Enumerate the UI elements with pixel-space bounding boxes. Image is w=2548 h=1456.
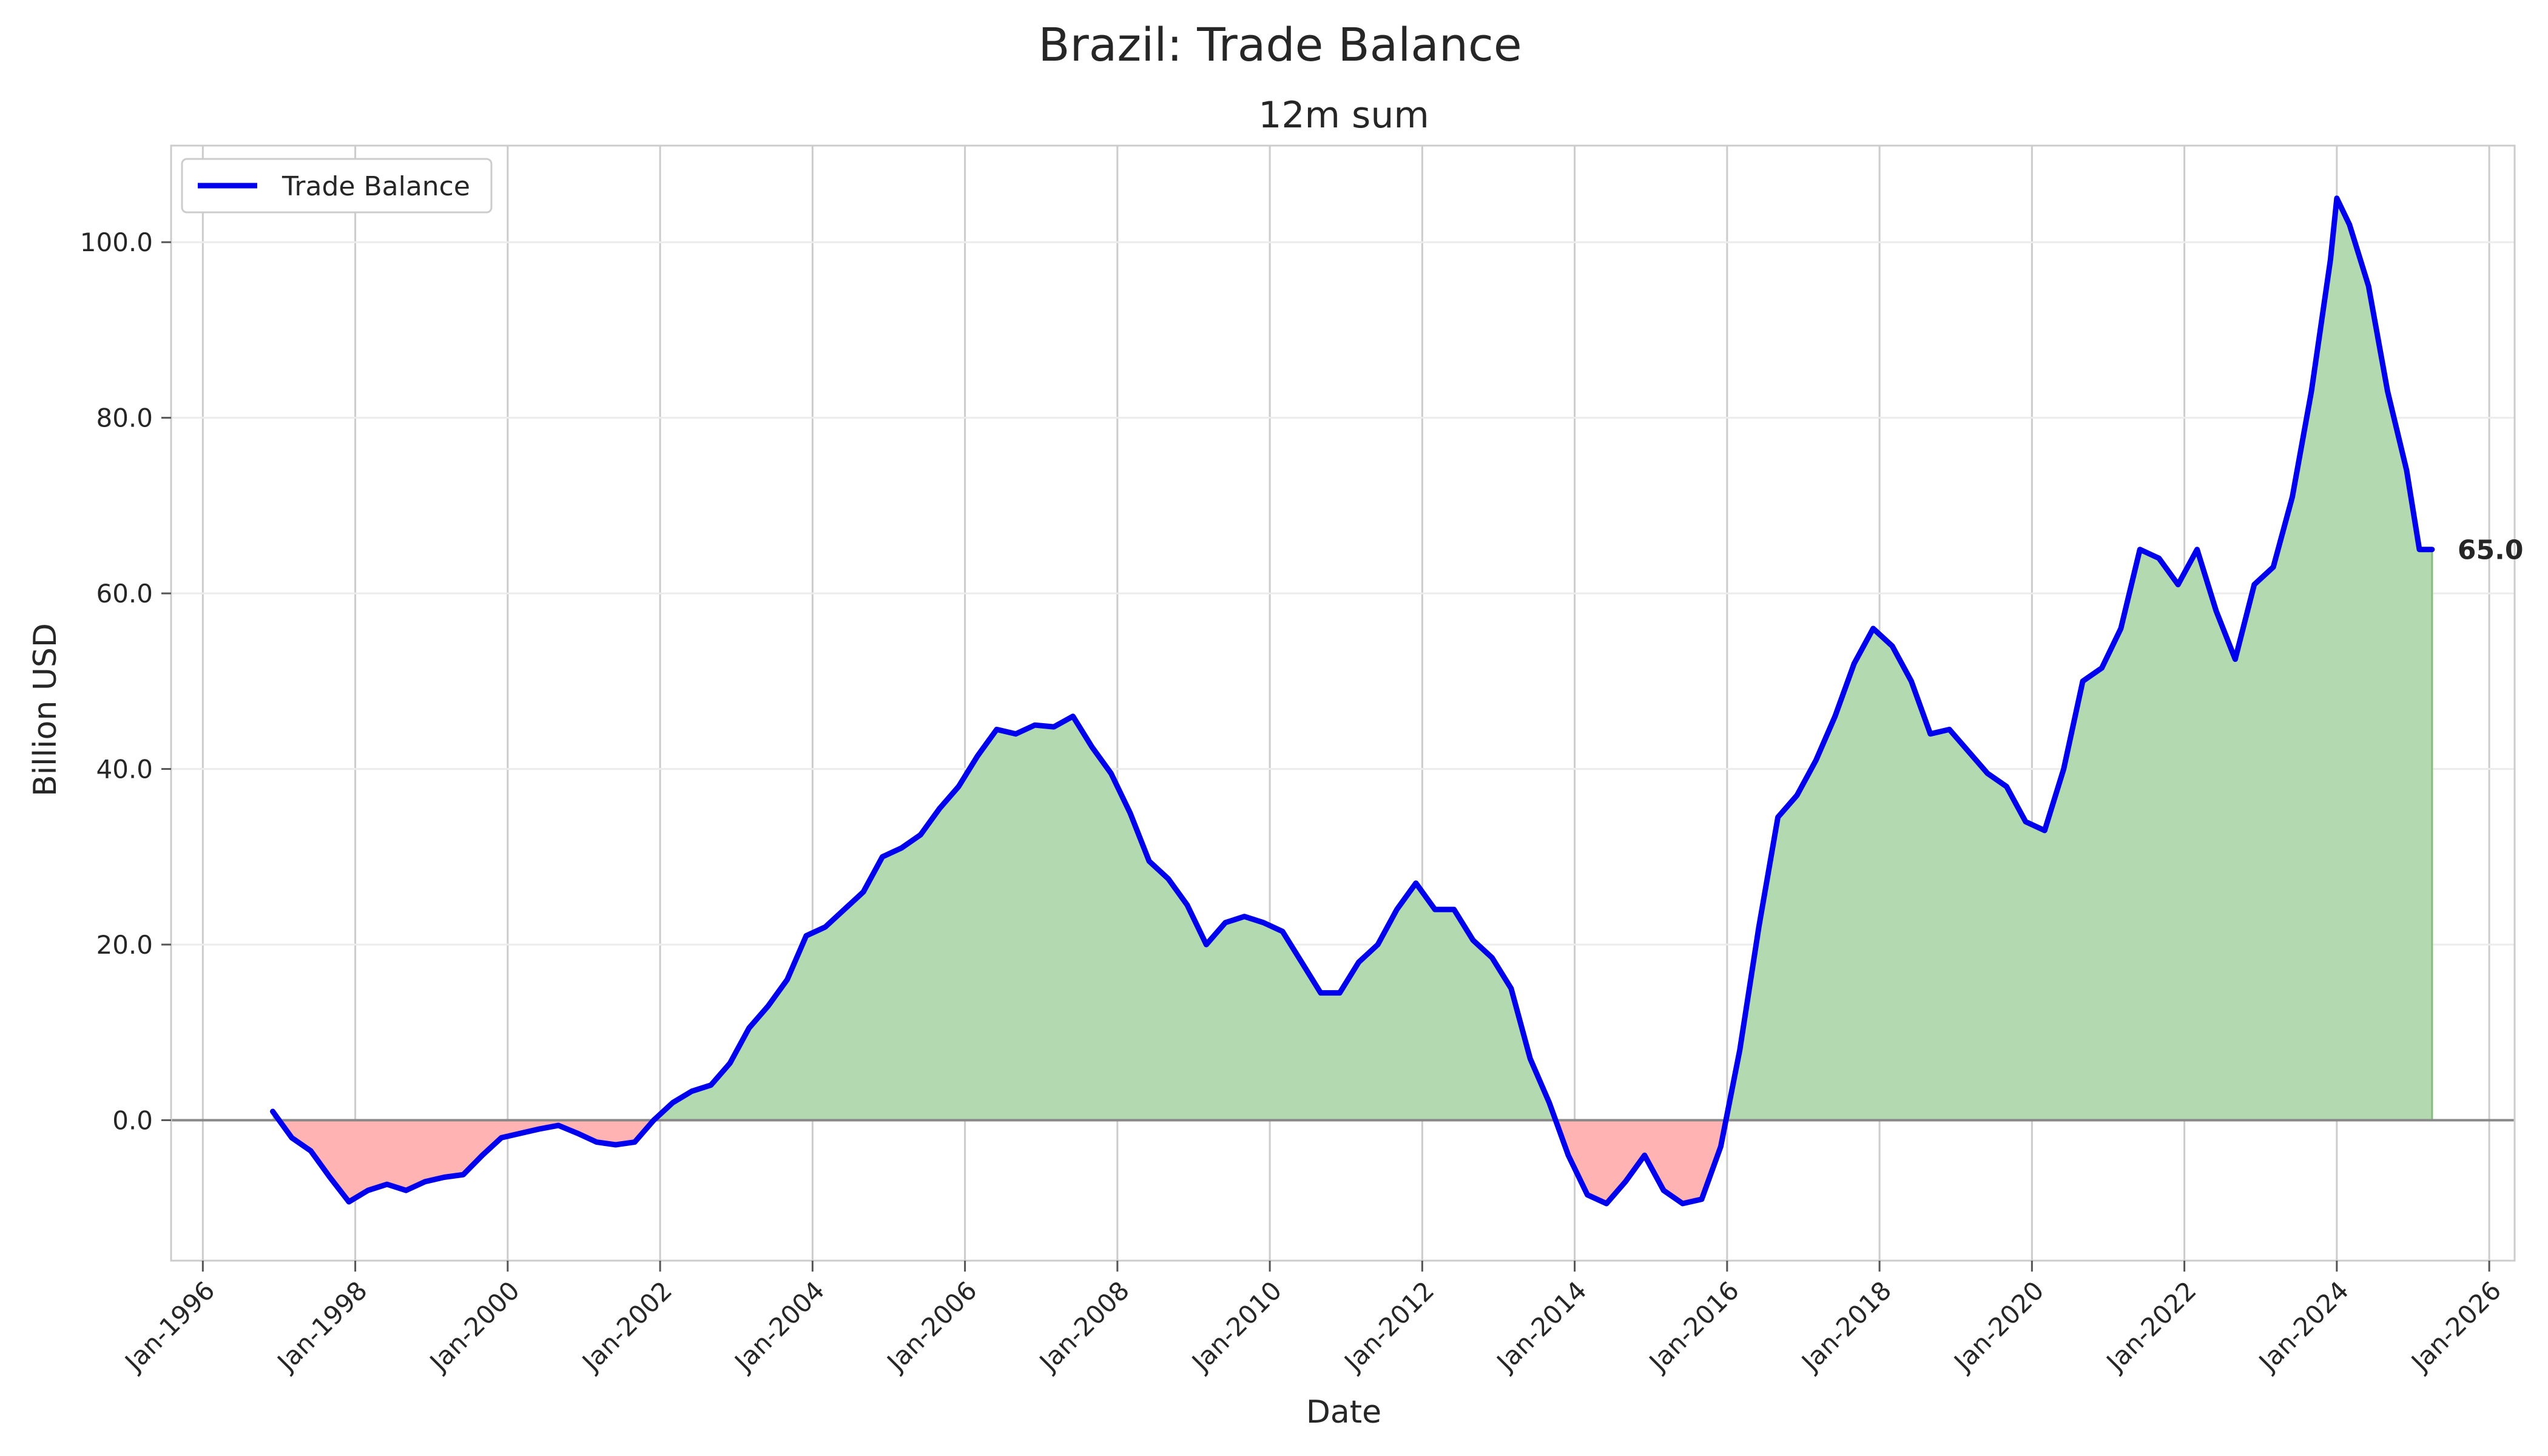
y-tick-label: 40.0 [96,755,153,784]
positive-area [653,716,1556,1121]
y-axis-label: Billion USD [27,623,64,797]
y-tick-label: 0.0 [112,1105,153,1135]
y-tick-label: 60.0 [96,579,153,608]
legend-label-trade-balance: Trade Balance [281,171,470,202]
areas [272,198,2433,1204]
y-tick-label: 80.0 [96,403,153,433]
y-tick-label: 100.0 [80,228,153,257]
legend-box [181,158,493,214]
negative-area [279,1120,654,1202]
series-line-trade-balance [270,195,2435,1207]
positive-area [1726,198,2432,1121]
chart-subtitle: 12m sum [1258,94,1429,136]
negative-area [1555,1120,1726,1204]
x-axis-label: Date [1306,1394,1381,1431]
last-value-label: 65.0 [2458,535,2524,566]
chart-title: Brazil: Trade Balance [1038,18,1522,72]
legend: Trade Balance [181,158,493,214]
y-ticks: 0.0 20.0 40.0 60.0 80.0 100.0 [80,228,171,1135]
y-tick-label: 20.0 [96,930,153,960]
plot-frame [170,144,2516,1262]
